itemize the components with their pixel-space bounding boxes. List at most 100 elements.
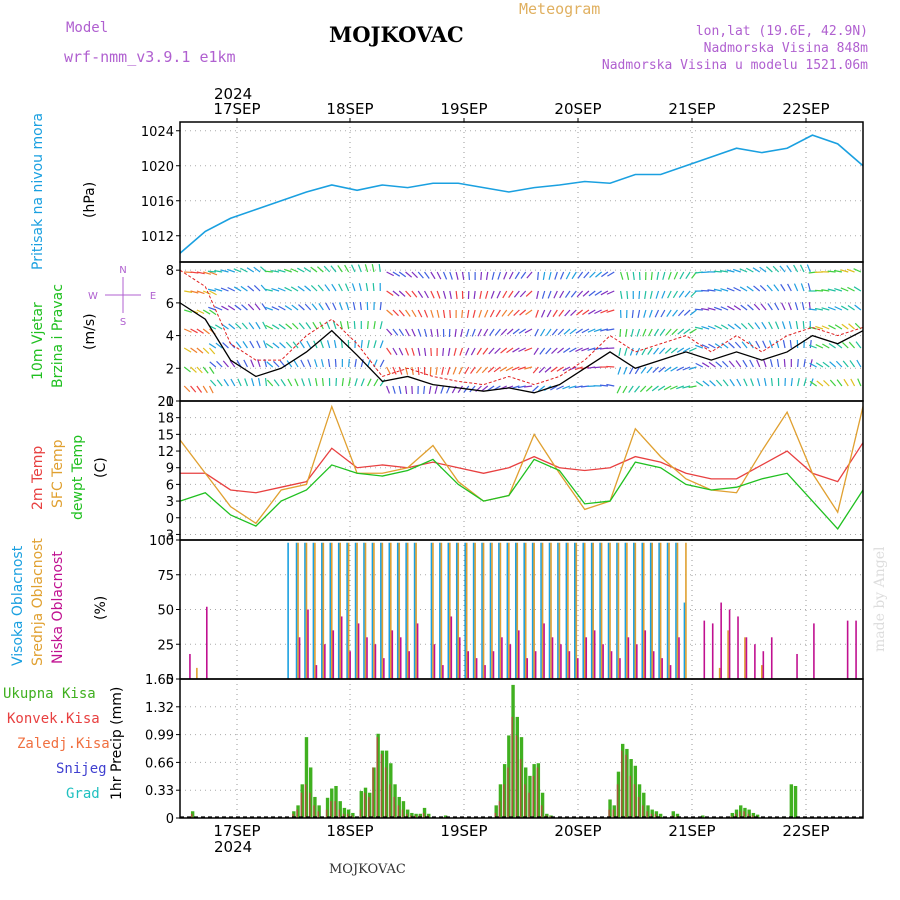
legend-freezing-rain: Zaledj.Kisa	[17, 736, 110, 752]
wind-arrow	[524, 385, 533, 388]
wind-arrow	[679, 271, 685, 280]
wind-arrow	[214, 306, 223, 311]
wind-arrow	[688, 385, 697, 389]
precip-convective-bar	[532, 775, 535, 818]
wind-arrow	[806, 264, 811, 273]
wind-arrow	[727, 305, 735, 311]
wind-arrow	[575, 328, 583, 334]
wind-arrow	[540, 309, 546, 318]
y-tick-label: 25	[157, 638, 174, 653]
wind-arrow	[483, 328, 489, 337]
precip-convective-bar	[633, 784, 636, 818]
wind-arrow	[848, 341, 856, 349]
wind-arrow	[821, 289, 830, 292]
day-label-bottom: 20SEP	[554, 822, 601, 840]
wind-arrow	[183, 328, 192, 333]
wind-arrow	[552, 309, 558, 318]
wind-arrow	[489, 328, 495, 336]
wind-arrow	[449, 290, 452, 299]
wind-arrow	[781, 321, 786, 330]
wind-arrow	[701, 362, 710, 368]
y-tick-label: 21	[157, 395, 174, 410]
wind-arrow	[392, 309, 399, 317]
wind-arrow	[430, 309, 434, 318]
wind-arrow	[468, 271, 471, 281]
wind-arrow	[841, 323, 849, 330]
wind-arrow	[623, 366, 628, 375]
wind-arrow	[657, 385, 666, 391]
wind-arrow	[753, 285, 761, 292]
wind-arrow	[780, 283, 786, 292]
precip-convective-bar	[747, 813, 750, 818]
wind-arrow	[411, 309, 417, 318]
wind-arrow	[809, 359, 813, 368]
precip-convective-bar	[380, 753, 383, 818]
wind-arrow	[624, 347, 628, 356]
wind-arrow	[184, 309, 193, 313]
wind-arrow	[762, 359, 767, 368]
wind-arrow	[292, 341, 299, 349]
precip-total-bar	[545, 813, 549, 818]
wind-arrow	[722, 360, 729, 368]
wind-arrow	[304, 285, 312, 292]
wind-arrow	[553, 290, 558, 299]
wind-arrow	[800, 283, 805, 292]
wind-arrow	[183, 347, 192, 353]
wind-arrow	[496, 290, 501, 299]
precip-total-bar	[338, 801, 342, 818]
wind-arrow	[799, 264, 805, 273]
wind-arrow	[209, 379, 217, 387]
wind-arrow	[508, 271, 514, 280]
wind-arrow	[398, 271, 407, 278]
wind-arrow	[650, 271, 653, 281]
wind-arrow	[814, 307, 824, 311]
wind-arrow	[304, 303, 312, 311]
precip-convective-bar	[612, 809, 615, 818]
wind-arrow	[300, 359, 305, 368]
wind-arrow	[371, 264, 375, 273]
wind-arrow	[352, 302, 356, 311]
wind-arrow	[848, 323, 855, 330]
wind-arrow	[455, 290, 458, 300]
wind-arrow	[494, 328, 501, 336]
wind-arrow	[301, 378, 305, 387]
precip-convective-bar	[422, 812, 425, 818]
wind-arrow	[582, 309, 590, 316]
wind-arrow	[264, 377, 268, 387]
y-tick-label: 1016	[141, 195, 174, 210]
precip-total-bar	[498, 784, 503, 818]
wind-arrow	[325, 302, 331, 311]
y-tick-label: 0	[166, 395, 174, 410]
wind-arrow	[564, 290, 571, 298]
precip-total-bar	[646, 805, 650, 818]
precip-convective-bar	[654, 813, 657, 818]
wind-arrow	[297, 285, 305, 292]
wind-arrow	[732, 268, 741, 273]
wind-arrow	[827, 288, 836, 292]
wind-arrow	[533, 347, 539, 356]
wind-arrow	[305, 322, 312, 330]
wind-arrow	[512, 347, 520, 353]
wind-arrow	[746, 267, 754, 273]
wind-arrow	[662, 271, 666, 280]
wind-arrow	[765, 266, 773, 273]
precip-convective-bar	[536, 767, 539, 818]
wind-arrow	[489, 309, 495, 318]
wind-arrow	[714, 343, 723, 349]
wind-arrow	[646, 366, 653, 374]
wind-arrow	[455, 271, 459, 280]
y-tick-label: 1.65	[145, 673, 174, 688]
wind-arrow	[628, 366, 634, 375]
precip-convective-bar	[384, 767, 387, 818]
precip-convective-bar	[342, 813, 345, 818]
wind-arrow	[503, 271, 508, 280]
wind-arrow	[582, 290, 590, 297]
wind-arrow	[196, 309, 205, 315]
wind-arrow	[551, 347, 558, 354]
wind-arrow	[540, 328, 546, 337]
wind-arrow	[513, 309, 520, 317]
wind-arrow	[500, 347, 508, 354]
wind-arrow	[350, 264, 356, 273]
wind-arrow	[417, 366, 420, 376]
wind-arrow	[386, 290, 394, 296]
